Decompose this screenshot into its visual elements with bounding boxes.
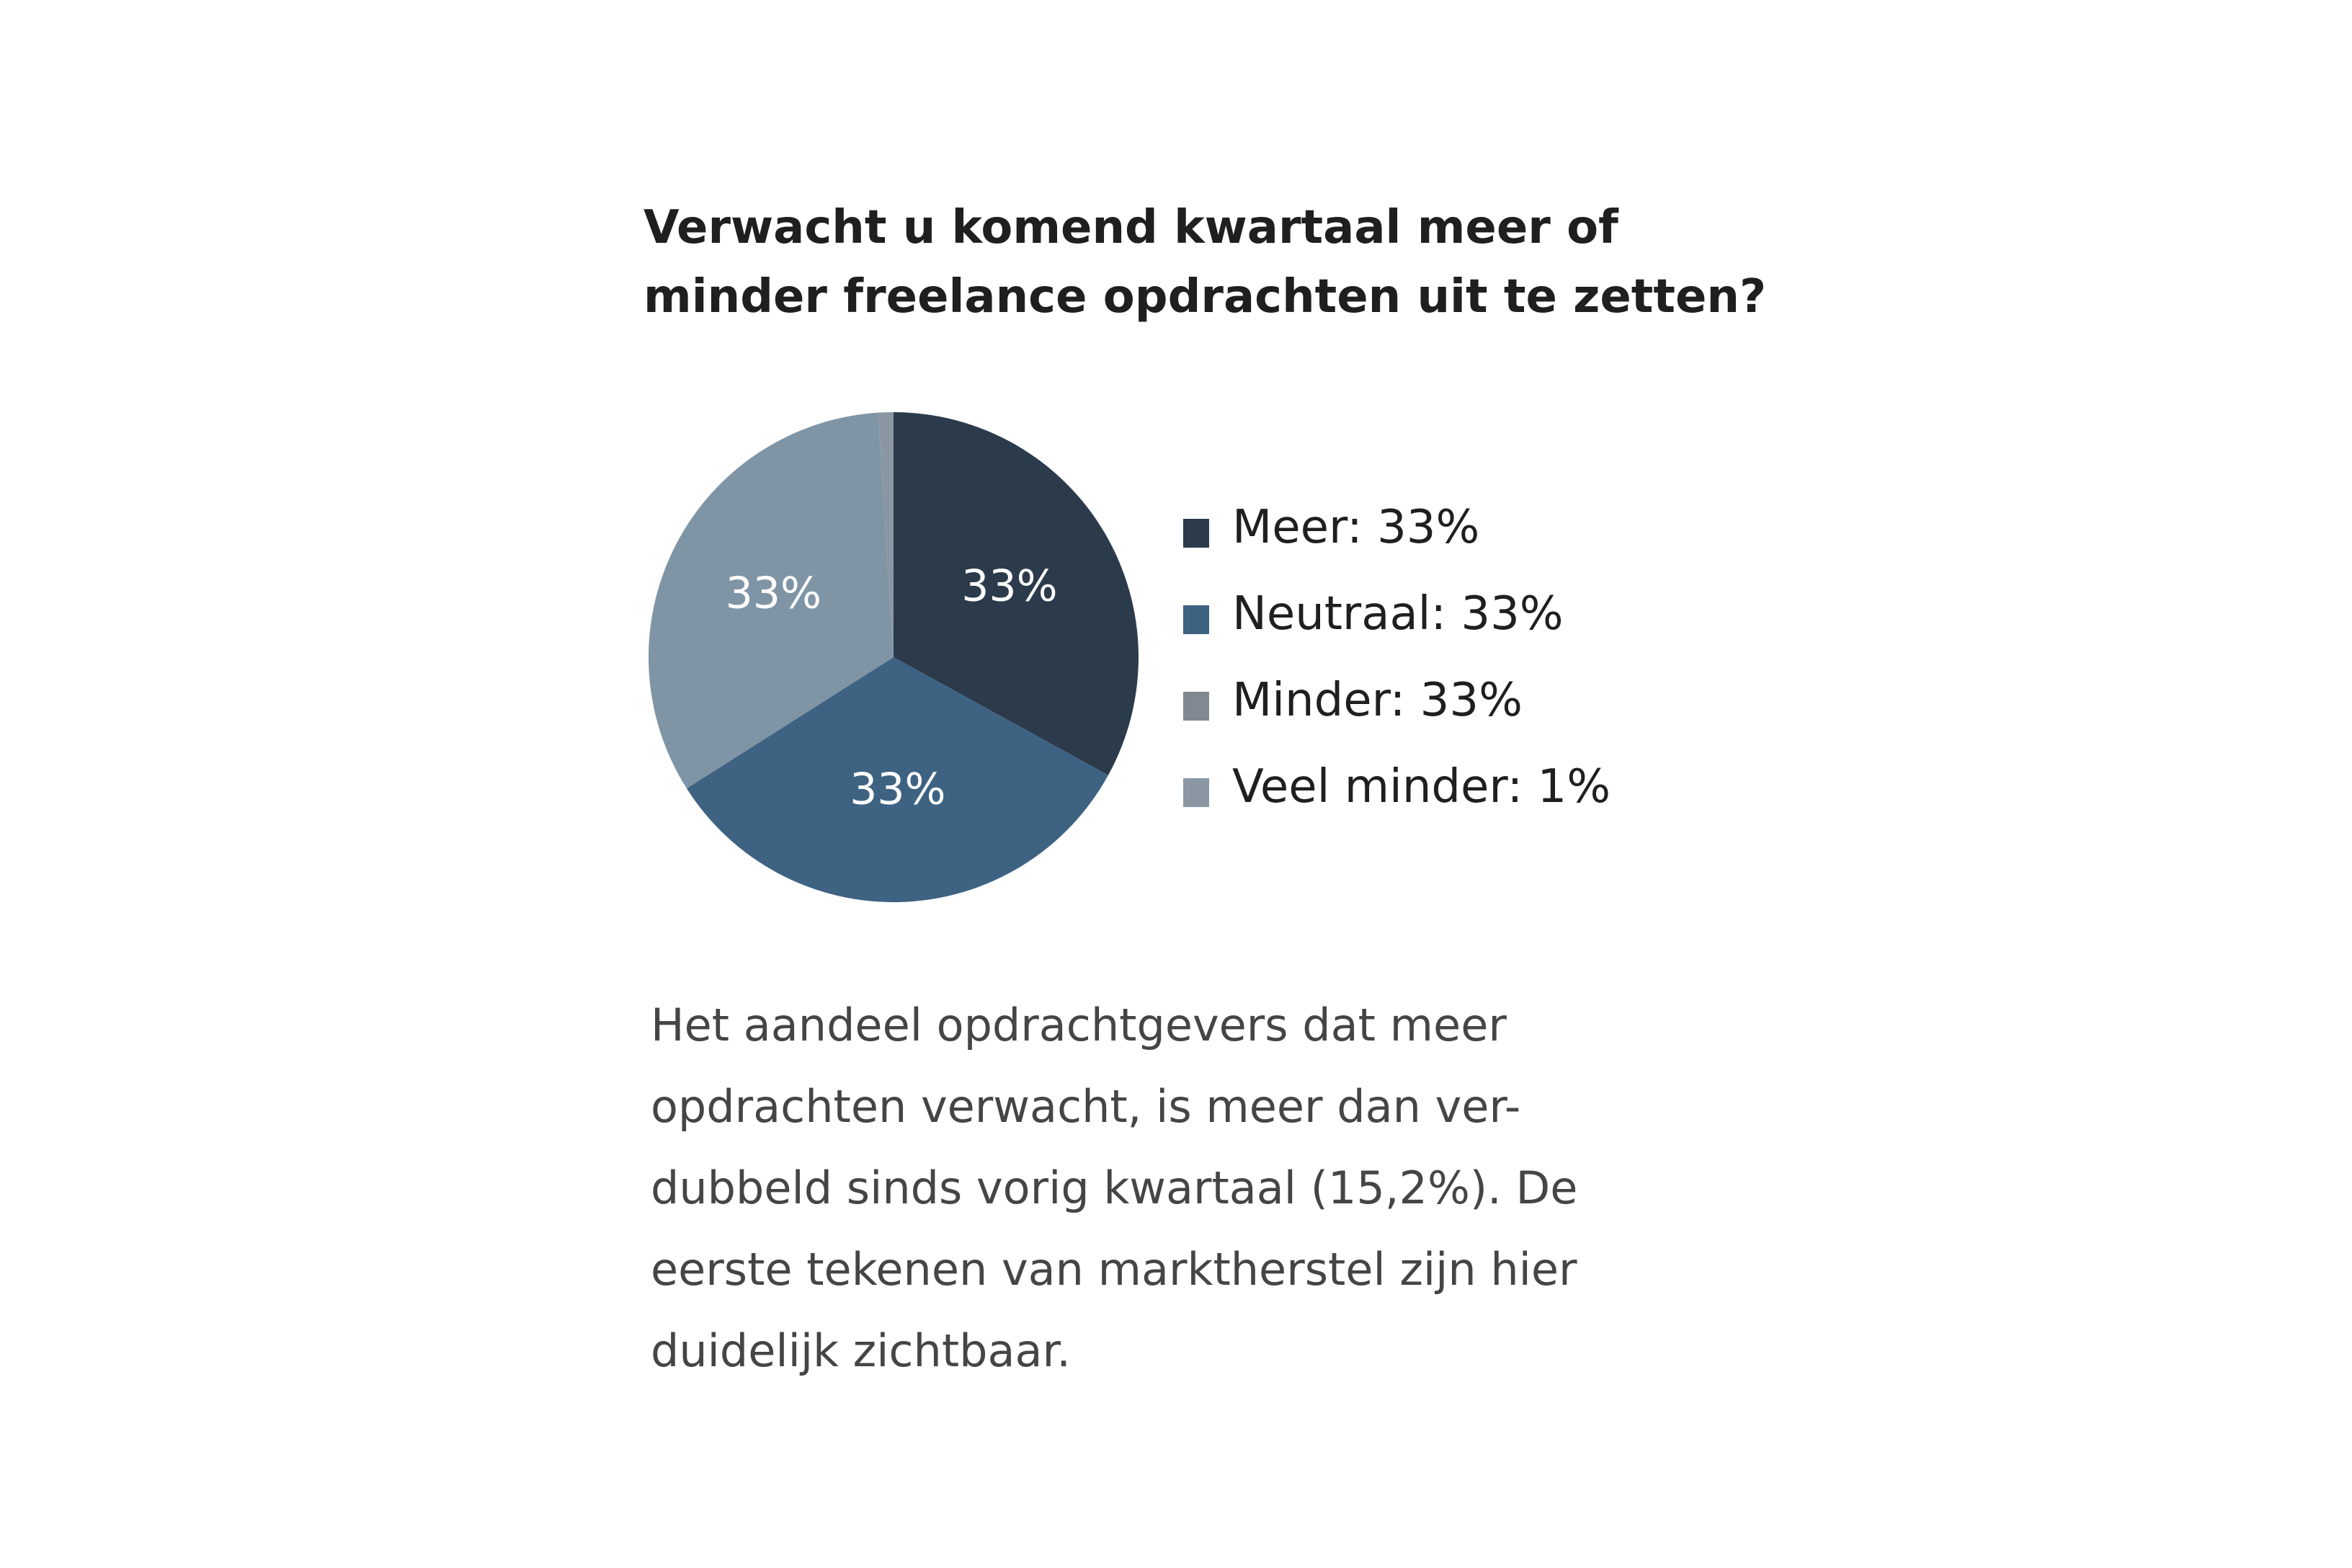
pie-slice-neutraal xyxy=(686,657,1108,902)
pie-data-label: 33% xyxy=(850,765,945,815)
chart-title-line: Verwacht u komend kwartaal meer of xyxy=(643,201,1618,254)
body-line: opdrachten verwacht, is meer dan ver- xyxy=(651,1080,1521,1133)
pie-slice-veel-minder xyxy=(878,412,894,657)
chart-title-line: minder freelance opdrachten uit te zette… xyxy=(643,270,1767,324)
pie-data-label: 33% xyxy=(961,561,1057,611)
pie-chart: 33% 33% 33% xyxy=(649,412,1139,902)
pie-slice-meer xyxy=(894,412,1139,775)
body-line: duidelijk zichtbaar. xyxy=(651,1324,1071,1377)
legend-swatch xyxy=(1183,605,1209,634)
legend-label: Minder: 33% xyxy=(1232,674,1523,727)
body-line: eerste tekenen van marktherstel zijn hie… xyxy=(651,1243,1577,1296)
pie-slice-minder xyxy=(649,412,894,789)
legend-label: Meer: 33% xyxy=(1232,501,1480,554)
pie-data-label: 33% xyxy=(726,569,821,619)
legend-swatch xyxy=(1183,778,1209,807)
legend-swatch xyxy=(1183,692,1209,721)
legend-label: Neutraal: 33% xyxy=(1232,587,1564,641)
chart-title: Verwacht u komend kwartaal meer of minde… xyxy=(643,193,1868,331)
body-line: Het aandeel opdrachtgevers dat meer xyxy=(651,999,1507,1051)
legend-swatch xyxy=(1183,519,1209,548)
body-paragraph: Het aandeel opdrachtgevers dat meer opdr… xyxy=(651,984,1732,1391)
legend-label: Veel minder: 1% xyxy=(1232,760,1611,814)
body-line: dubbeld sinds vorig kwartaal (15,2%). De xyxy=(651,1162,1578,1214)
